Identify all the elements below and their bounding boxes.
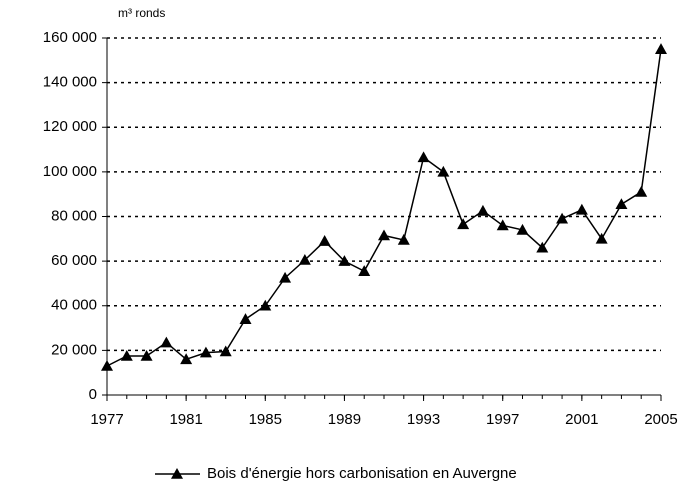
y-unit-label: m³ ronds <box>118 6 165 20</box>
point-marker <box>655 43 667 54</box>
y-tick-label: 100 000 <box>43 163 97 180</box>
y-tick-label: 80 000 <box>51 207 97 224</box>
point-marker <box>635 185 648 197</box>
x-tick-label: 2005 <box>644 411 677 428</box>
point-marker <box>239 313 252 324</box>
point-marker <box>180 353 193 365</box>
y-tick-label: 60 000 <box>51 252 97 269</box>
y-tick-label: 120 000 <box>43 118 97 135</box>
point-marker <box>318 235 331 246</box>
point-marker <box>397 233 410 245</box>
y-tick-label: 20 000 <box>51 341 97 358</box>
x-tick-label: 2001 <box>565 411 598 428</box>
point-marker <box>101 359 113 371</box>
y-tick-label: 140 000 <box>43 74 97 91</box>
point-marker <box>219 345 232 357</box>
x-tick-label: 1977 <box>90 411 123 428</box>
point-marker <box>556 212 569 224</box>
point-marker <box>378 229 390 241</box>
point-marker <box>615 198 628 210</box>
point-marker <box>120 349 133 361</box>
x-tick-label: 1989 <box>328 411 361 428</box>
y-tick-label: 160 000 <box>43 29 97 46</box>
point-marker <box>417 151 430 163</box>
point-marker <box>140 349 153 361</box>
y-tick-label: 40 000 <box>51 297 97 314</box>
x-tick-label: 1997 <box>486 411 519 428</box>
point-marker <box>338 255 351 266</box>
y-tick-label: 0 <box>89 386 97 403</box>
point-marker <box>476 204 489 216</box>
point-marker <box>516 223 529 235</box>
x-tick-label: 1981 <box>169 411 202 428</box>
point-marker <box>575 203 588 215</box>
legend-label: Bois d'énergie hors carbonisation en Auv… <box>207 465 517 482</box>
point-marker <box>358 265 371 276</box>
point-marker <box>595 232 608 244</box>
legend-marker <box>171 468 183 479</box>
point-marker <box>536 241 549 253</box>
x-tick-label: 1993 <box>407 411 440 428</box>
point-marker <box>259 299 272 311</box>
x-tick-label: 1985 <box>249 411 282 428</box>
point-marker <box>160 336 173 348</box>
point-marker <box>437 165 450 177</box>
point-marker <box>457 218 470 230</box>
series-line <box>106 49 662 367</box>
point-marker <box>279 271 292 283</box>
point-marker <box>496 219 509 231</box>
point-marker <box>199 346 212 358</box>
point-marker <box>298 254 311 265</box>
